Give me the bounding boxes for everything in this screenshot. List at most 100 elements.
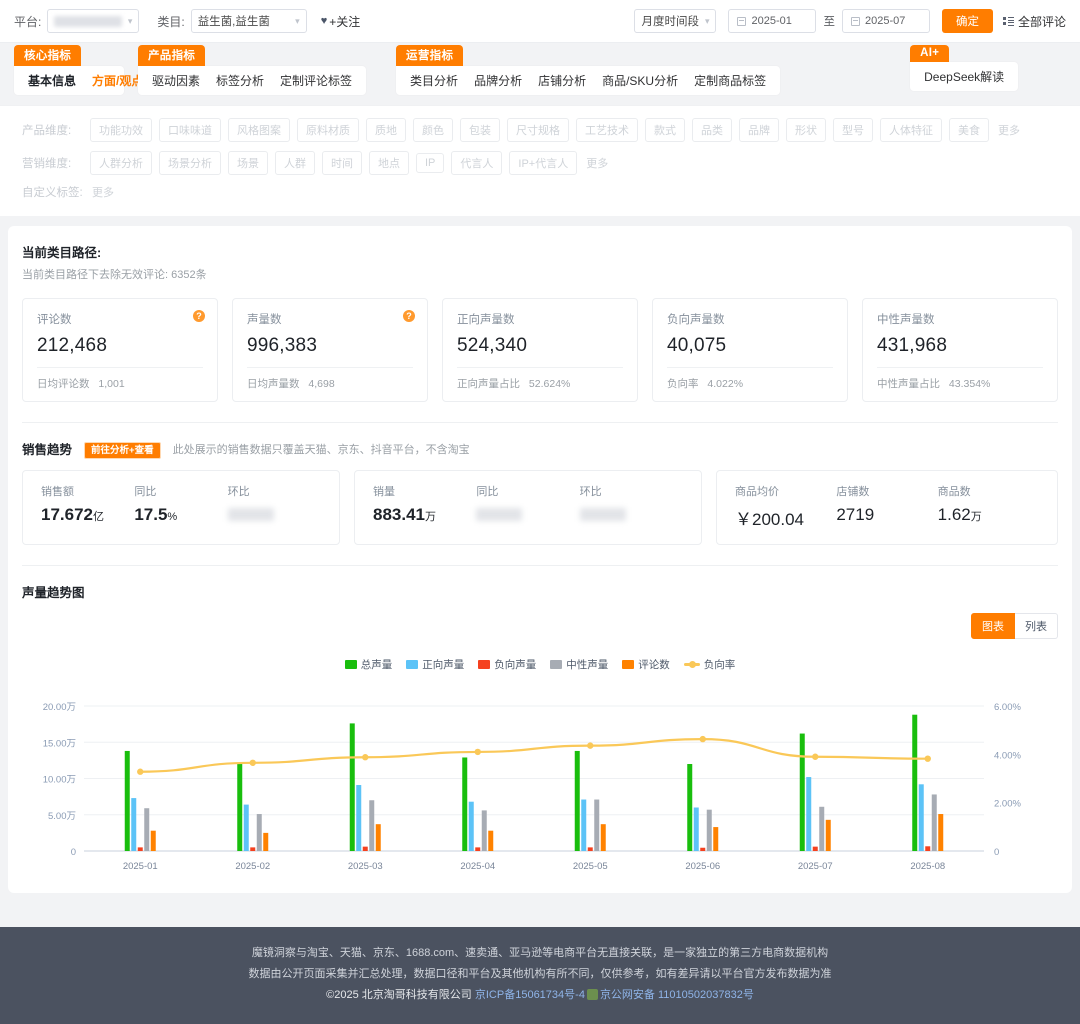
chip-filter[interactable]: 人群分析 — [90, 151, 152, 175]
svg-text:0: 0 — [71, 847, 76, 858]
chip-filter[interactable]: 场景分析 — [159, 151, 221, 175]
divider — [22, 422, 1058, 423]
chip-filter[interactable]: 原料材质 — [297, 118, 359, 142]
legend-item[interactable]: 正向声量 — [406, 657, 464, 672]
confirm-button[interactable]: 确定 — [941, 9, 993, 33]
legend-item[interactable]: 总声量 — [344, 657, 392, 672]
sales-item-title: 环比 — [227, 486, 250, 498]
chip-filter[interactable]: 功能功效 — [90, 118, 152, 142]
chip-filter[interactable]: 口味味道 — [159, 118, 221, 142]
svg-text:0: 0 — [994, 847, 999, 858]
legend-item[interactable]: 负向率 — [683, 657, 735, 672]
chip-filter[interactable]: 人体特征 — [880, 118, 942, 142]
kpi-foot-value: 52.624% — [528, 378, 571, 390]
chip-filter[interactable]: 代言人 — [451, 151, 503, 175]
svg-text:10.00万: 10.00万 — [43, 775, 76, 786]
view-toggle-chart[interactable]: 图表 — [971, 613, 1015, 639]
kpi-foot-value: 43.354% — [948, 378, 991, 390]
help-icon[interactable]: ? — [193, 310, 205, 322]
dimension-label: 产品维度: — [22, 125, 72, 137]
legend-swatch — [550, 660, 563, 669]
analysis-card: 当前类目路径: 当前类目路径下去除无效评论: 6352条 评论数 ? 212,4… — [8, 226, 1072, 893]
platform-label: 平台: — [14, 14, 42, 29]
chip-filter[interactable]: IP+代言人 — [509, 151, 578, 175]
chip-filter[interactable]: IP — [416, 153, 445, 173]
follow-button[interactable]: ♥ +关注 — [321, 13, 361, 30]
chip-filter[interactable]: 地点 — [369, 151, 409, 175]
tab-custom-product-label[interactable]: 定制商品标签 — [694, 74, 767, 88]
legend-label: 评论数 — [638, 659, 670, 671]
chip-filter[interactable]: 风格图案 — [228, 118, 290, 142]
chip-filter[interactable]: 质地 — [366, 118, 406, 142]
chevron-down-icon: ▾ — [295, 15, 300, 26]
svg-text:4.00%: 4.00% — [994, 750, 1021, 761]
sales-item: 同比 — [476, 483, 579, 530]
chip-filter[interactable]: 形状 — [786, 118, 826, 142]
svg-text:2.00%: 2.00% — [994, 799, 1021, 810]
more-link[interactable]: 更多 — [998, 125, 1020, 137]
platform-select[interactable]: ▾ — [47, 9, 140, 33]
footer-line-1: 魔镜洞察与淘宝、天猫、京东、1688.com、速卖通、亚马逊等电商平台无直接关联… — [251, 947, 829, 959]
tab-shop-analysis[interactable]: 店铺分析 — [538, 74, 587, 88]
chip-filter[interactable]: 场景 — [228, 151, 268, 175]
time-range-select[interactable]: 月度时间段 ▾ — [634, 9, 717, 33]
kpi-footer: 负向率 4.022% — [667, 376, 833, 391]
tab-deepseek[interactable]: DeepSeek解读 — [924, 70, 1005, 84]
legend-item[interactable]: 负向声量 — [478, 657, 536, 672]
sales-value-unit: % — [167, 511, 178, 523]
tab-driving-factors[interactable]: 驱动因素 — [152, 74, 201, 88]
nav-group-tabs: 驱动因素 标签分析 定制评论标签 — [138, 66, 367, 95]
calendar-icon — [737, 16, 747, 26]
sales-card-product: 商品均价 ￥200.04 店铺数 2719 商品数 1.62万 — [716, 470, 1058, 545]
legend-item[interactable]: 评论数 — [622, 657, 670, 672]
svg-text:6.00%: 6.00% — [994, 702, 1021, 713]
date-end-input[interactable]: 2025-07 — [841, 9, 930, 33]
chip-filter[interactable]: 款式 — [645, 118, 685, 142]
legend-line-swatch — [683, 661, 700, 668]
tab-brand-analysis[interactable]: 品牌分析 — [474, 74, 523, 88]
chip-filter[interactable]: 品类 — [692, 118, 732, 142]
help-icon[interactable]: ? — [403, 310, 415, 322]
legend-item[interactable]: 中性声量 — [550, 657, 608, 672]
icp-link[interactable]: 京ICP备15061734号-4 — [474, 988, 585, 1001]
category-select[interactable]: 益生菌,益生菌 ▾ — [190, 9, 307, 33]
chip-filter[interactable]: 包装 — [460, 118, 500, 142]
legend-swatch — [344, 660, 357, 669]
kpi-value: 524,340 — [457, 335, 528, 356]
more-link[interactable]: 更多 — [586, 158, 609, 170]
gongan-icon — [586, 988, 598, 1000]
kpi-value: 212,468 — [37, 335, 108, 356]
kpi-row: 评论数 ? 212,468 日均评论数 1,001 声量数 ? 996,383 … — [22, 298, 1058, 402]
go-analyze-badge[interactable]: 前往分析+查看 — [81, 438, 164, 462]
kpi-value: 996,383 — [247, 335, 318, 356]
chip-filter[interactable]: 人群 — [275, 151, 315, 175]
sales-item-title: 同比 — [476, 486, 499, 498]
more-link[interactable]: 更多 — [92, 187, 114, 199]
chip-filter[interactable]: 时间 — [322, 151, 362, 175]
kpi-foot-value: 4,698 — [308, 378, 335, 390]
gongan-link[interactable]: 京公网安备 11010502037832号 — [599, 988, 754, 1001]
sales-item-title: 店铺数 — [836, 486, 870, 498]
chip-filter[interactable]: 颜色 — [413, 118, 453, 142]
all-comments-button[interactable]: 全部评论 — [1002, 13, 1066, 30]
kpi-title: 负向声量数 — [667, 314, 725, 326]
sales-card-revenue: 销售额 17.672亿 同比 17.5% 环比 — [22, 470, 340, 545]
tab-label-analysis[interactable]: 标签分析 — [216, 74, 265, 88]
tab-custom-comment-label[interactable]: 定制评论标签 — [280, 74, 353, 88]
chip-filter[interactable]: 美食 — [949, 118, 989, 142]
chip-filter[interactable]: 工艺技术 — [576, 118, 638, 142]
date-start-value: 2025-01 — [751, 15, 792, 27]
chip-filter[interactable]: 品牌 — [739, 118, 779, 142]
chip-filter[interactable]: 型号 — [833, 118, 873, 142]
sales-item-value: 17.5% — [134, 505, 227, 525]
sales-value-number: 883.41 — [373, 505, 425, 524]
sales-item-title: 商品数 — [937, 486, 971, 498]
view-toggle-list[interactable]: 列表 — [1015, 613, 1058, 639]
tab-aspect-opinion[interactable]: 方面/观点 — [92, 74, 144, 88]
tab-category-analysis[interactable]: 类目分析 — [410, 74, 459, 88]
footer-copyright: ©2025 北京淘哥科技有限公司 — [326, 988, 472, 1001]
tab-basic-info[interactable]: 基本信息 — [28, 74, 77, 88]
date-start-input[interactable]: 2025-01 — [728, 9, 817, 33]
tab-product-sku-analysis[interactable]: 商品/SKU分析 — [602, 74, 679, 88]
chip-filter[interactable]: 尺寸规格 — [507, 118, 569, 142]
